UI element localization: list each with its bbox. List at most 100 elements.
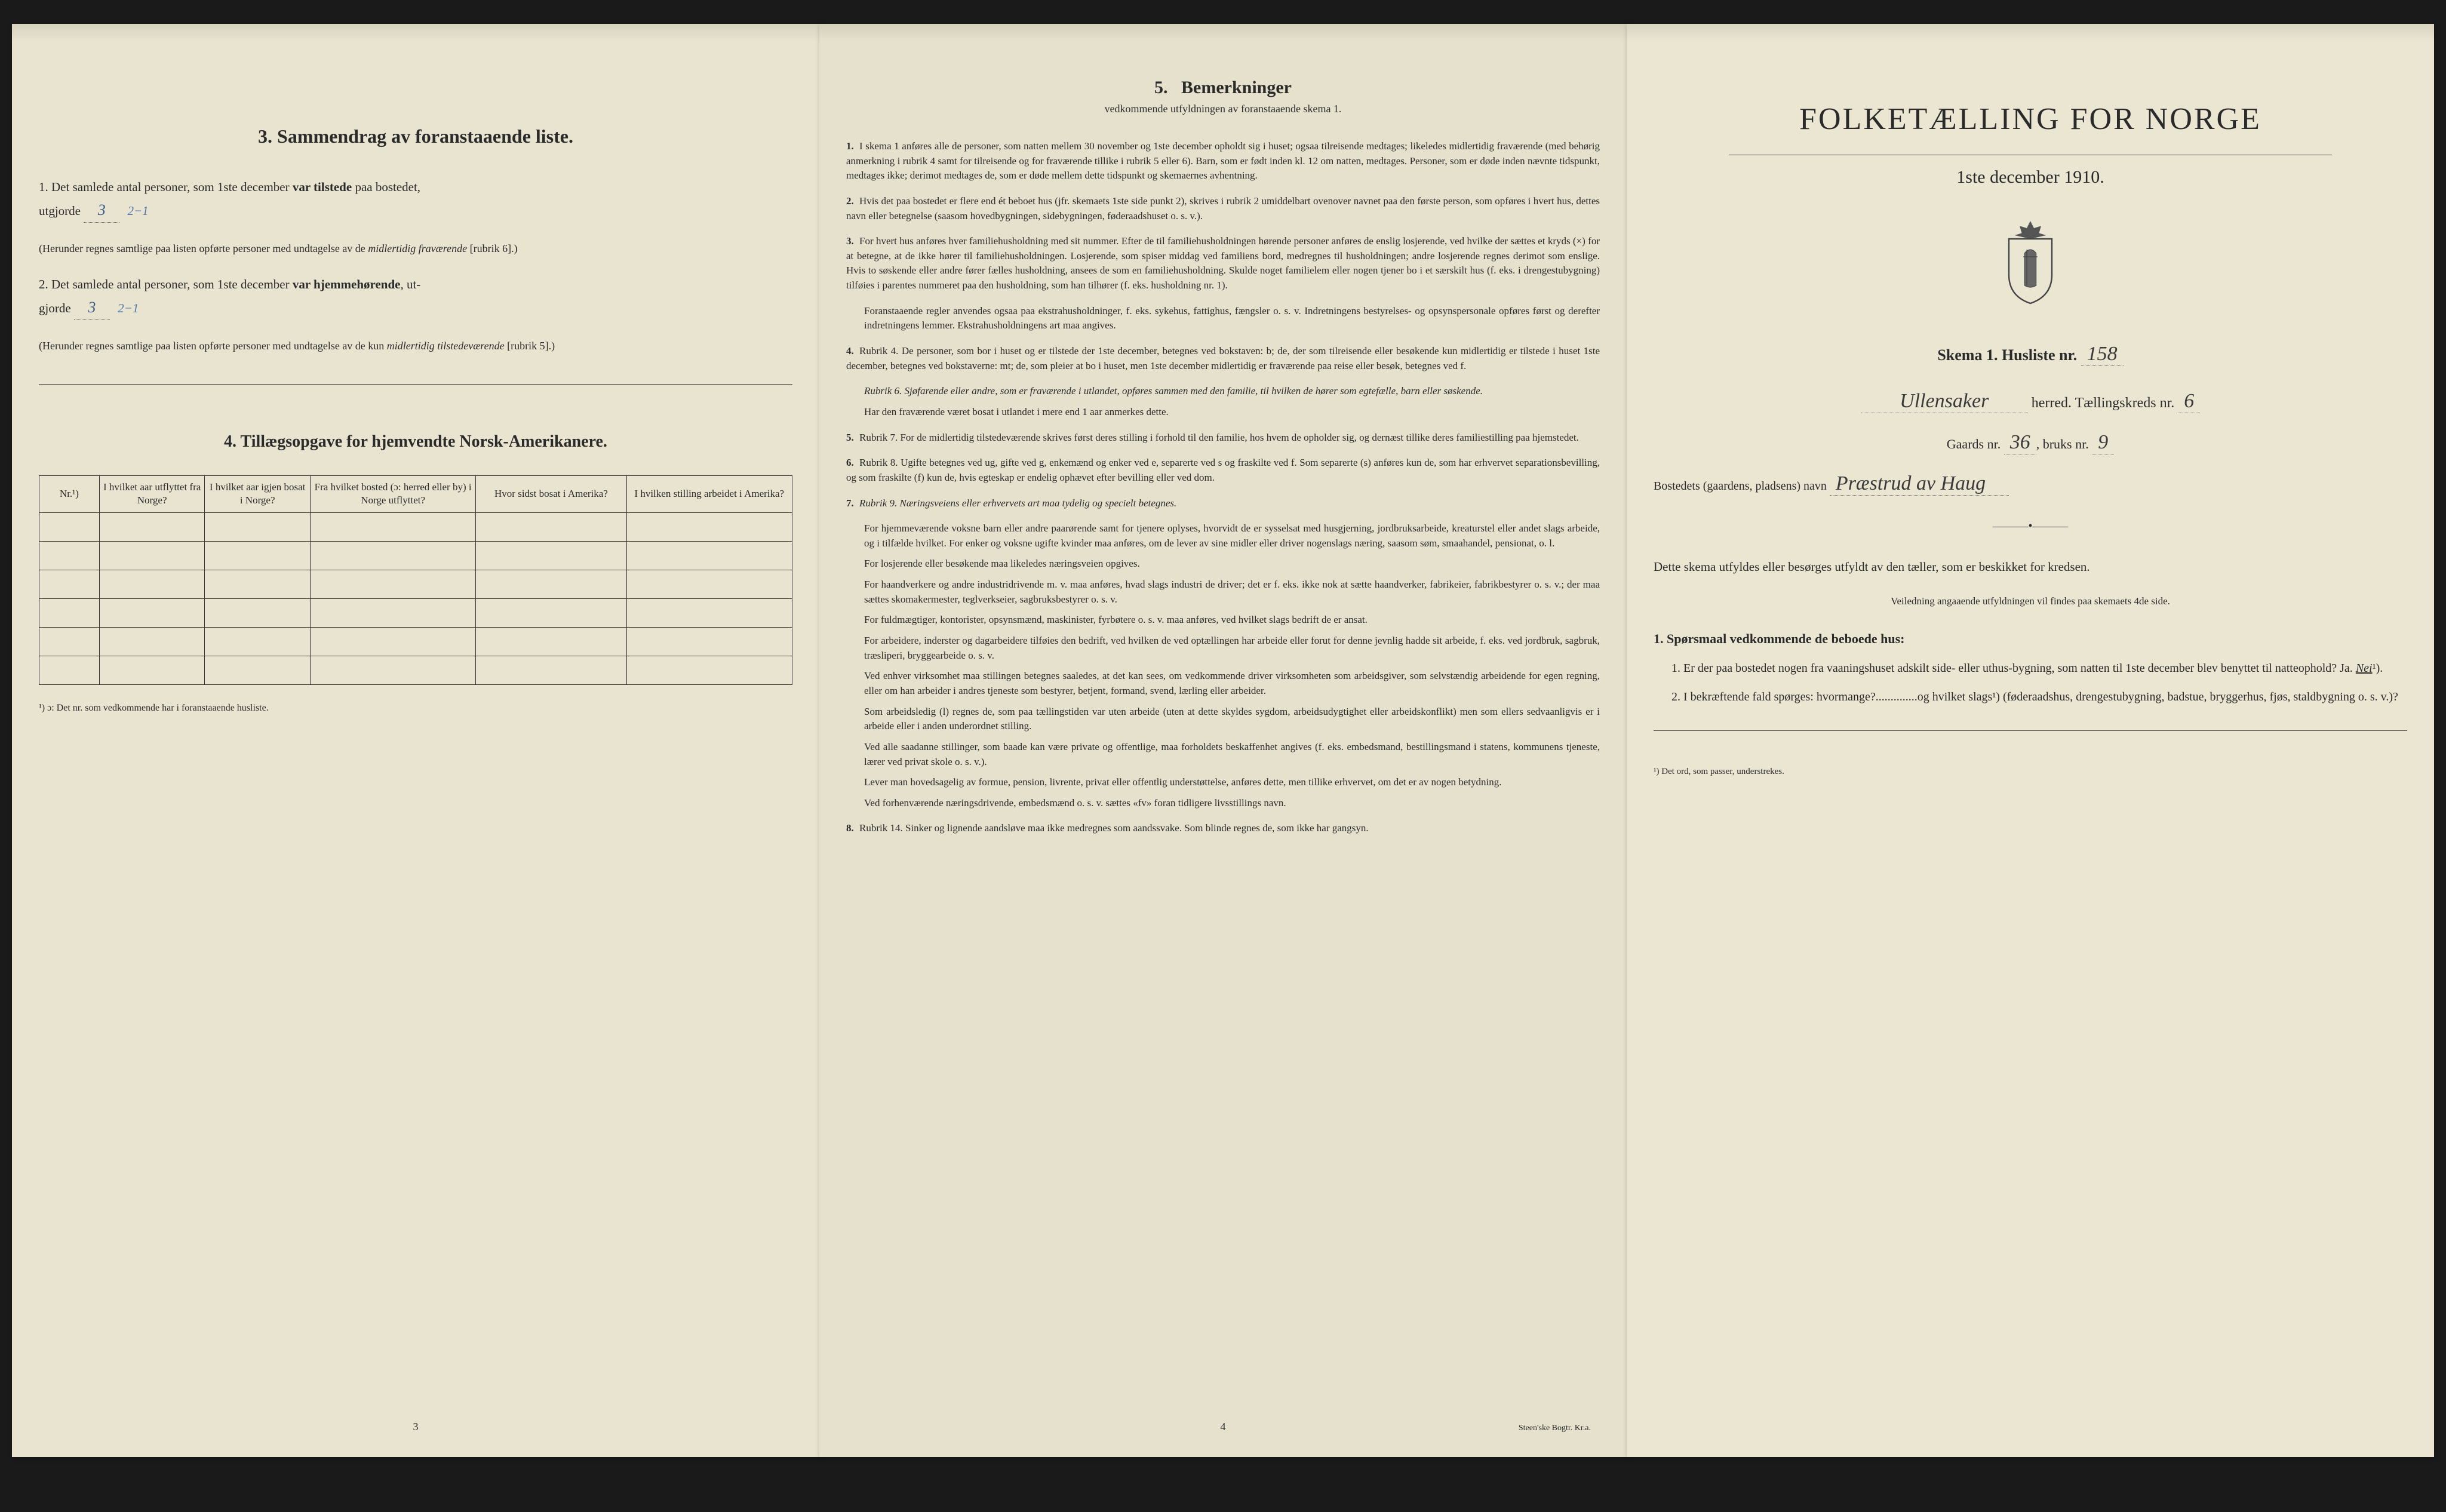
table-cell — [39, 627, 100, 656]
remark-7-extra: Ved forhenværende næringsdrivende, embed… — [864, 796, 1600, 811]
table-cell — [310, 570, 475, 598]
remarks-subtitle: vedkommende utfyldningen av foranstaaend… — [846, 103, 1600, 115]
table-row — [39, 512, 792, 541]
remark-7-extra: For losjerende eller besøkende maa likel… — [864, 557, 1600, 571]
item-2-pre: 2. Det samlede antal personer, som 1ste … — [39, 277, 293, 291]
item-2-gjorde: gjorde — [39, 301, 71, 315]
table-header: I hvilket aar utflyttet fra Norge? — [99, 476, 205, 512]
herred-line: Ullensaker herred. Tællingskreds nr. 6 — [1654, 390, 2407, 413]
table-cell — [205, 570, 311, 598]
item-2-post: , ut- — [400, 277, 420, 291]
table-cell — [476, 656, 626, 684]
remark-7-extra: Lever man hovedsagelig av formue, pensio… — [864, 775, 1600, 790]
table-cell — [205, 512, 311, 541]
item-1-correction: 2−1 — [127, 204, 148, 218]
q1-answer: Nei — [2356, 662, 2373, 675]
table-cell — [39, 570, 100, 598]
table-cell — [205, 656, 311, 684]
census-date: 1ste december 1910. — [1654, 167, 2407, 188]
footnote-1: ¹) ɔ: Det nr. som vedkommende har i fora… — [39, 703, 792, 714]
table-cell — [99, 512, 205, 541]
table-cell — [626, 570, 792, 598]
remark-7-extra: For hjemmeværende voksne barn eller andr… — [864, 521, 1600, 551]
remark-4: 4.Rubrik 4. De personer, som bor i huset… — [846, 344, 1600, 373]
remark-8: 8.Rubrik 14. Sinker og lignende aandsløv… — [846, 821, 1600, 836]
table-cell — [310, 512, 475, 541]
page-middle: 5. Bemerkninger vedkommende utfyldningen… — [819, 24, 1627, 1457]
question-header: 1. Spørsmaal vedkommende de beboede hus: — [1654, 631, 2407, 647]
instruction-text: Dette skema utfyldes eller besørges utfy… — [1654, 557, 2407, 577]
table-cell — [99, 627, 205, 656]
table-cell — [476, 627, 626, 656]
table-cell — [476, 570, 626, 598]
page-left: 3. Sammendrag av foranstaaende liste. 1.… — [12, 24, 819, 1457]
item-2-bold: var hjemmehørende — [293, 277, 401, 291]
remarks-title: 5. Bemerkninger — [846, 78, 1600, 98]
table-cell — [205, 627, 311, 656]
item-1-bold: var tilstede — [293, 180, 352, 194]
remark-7-extra: For arbeidere, inderster og dagarbeidere… — [864, 634, 1600, 663]
table-cell — [39, 541, 100, 570]
remark-5: 5.Rubrik 7. For de midlertidig tilstedev… — [846, 431, 1600, 445]
remark-7-extra: Som arbeidsledig (l) regnes de, som paa … — [864, 705, 1600, 734]
table-cell — [39, 512, 100, 541]
table-row — [39, 570, 792, 598]
table-cell — [205, 598, 311, 627]
table-header: I hvilken stilling arbeidet i Amerika? — [626, 476, 792, 512]
item-2-paren: (Herunder regnes samtlige paa listen opf… — [39, 338, 792, 354]
page-right: FOLKETÆLLING FOR NORGE 1ste december 191… — [1627, 24, 2434, 1457]
remark-7-extra: For fuldmægtiger, kontorister, opsynsmæn… — [864, 613, 1600, 628]
table-cell — [99, 656, 205, 684]
table-cell — [626, 627, 792, 656]
item-1-paren: (Herunder regnes samtlige paa listen opf… — [39, 241, 792, 257]
table-cell — [205, 541, 311, 570]
bosted-line: Bostedets (gaardens, pladsens) navn Præs… — [1654, 472, 2407, 496]
table-header: I hvilket aar igjen bosat i Norge? — [205, 476, 311, 512]
section-4-title: 4. Tillægsopgave for hjemvendte Norsk-Am… — [39, 432, 792, 451]
remark-7-extra: For haandverkere og andre industridriven… — [864, 577, 1600, 607]
table-cell — [476, 541, 626, 570]
table-cell — [310, 541, 475, 570]
table-row — [39, 541, 792, 570]
table-cell — [310, 656, 475, 684]
supplement-table: Nr.¹) I hvilket aar utflyttet fra Norge?… — [39, 475, 792, 684]
page-number: 4 — [1221, 1421, 1226, 1433]
page-number: 3 — [413, 1421, 419, 1433]
divider — [39, 384, 792, 385]
table-cell — [476, 598, 626, 627]
herred-name: Ullensaker — [1861, 390, 2028, 413]
table-row — [39, 627, 792, 656]
remark-4-extra2: Har den fraværende været bosat i utlande… — [864, 405, 1600, 420]
table-cell — [626, 598, 792, 627]
table-row — [39, 656, 792, 684]
item-1-pre: 1. Det samlede antal personer, som 1ste … — [39, 180, 293, 194]
section-3-title: 3. Sammendrag av foranstaaende liste. — [39, 125, 792, 147]
remark-7: 7.Rubrik 9. Næringsveiens eller erhverve… — [846, 496, 1600, 511]
remark-7-extra: Ved alle saadanne stillinger, som baade … — [864, 740, 1600, 769]
item-1-post: paa bostedet, — [352, 180, 420, 194]
table-header: Hvor sidst bosat i Amerika? — [476, 476, 626, 512]
remark-3-extra: Foranstaaende regler anvendes ogsaa paa … — [864, 304, 1600, 333]
remark-3: 3.For hvert hus anføres hver familiehush… — [846, 234, 1600, 293]
table-cell — [626, 541, 792, 570]
coat-of-arms-icon — [1995, 217, 2066, 307]
remark-4-extra1: Rubrik 6. Sjøfarende eller andre, som er… — [864, 384, 1600, 399]
table-cell — [310, 598, 475, 627]
main-title: FOLKETÆLLING FOR NORGE — [1654, 102, 2407, 137]
table-header: Nr.¹) — [39, 476, 100, 512]
table-cell — [99, 570, 205, 598]
table-cell — [99, 598, 205, 627]
remark-1: 1.I skema 1 anføres alle de personer, so… — [846, 139, 1600, 183]
question-1: 1. Er der paa bostedet nogen fra vaaning… — [1671, 659, 2407, 678]
table-cell — [626, 512, 792, 541]
table-cell — [99, 541, 205, 570]
printer-mark: Steen'ske Bogtr. Kr.a. — [1519, 1424, 1591, 1433]
remark-7-extra: Ved enhver virksomhet maa stillingen bet… — [864, 669, 1600, 698]
item-2: 2. Det samlede antal personer, som 1ste … — [39, 275, 792, 320]
remark-6: 6.Rubrik 8. Ugifte betegnes ved ug, gift… — [846, 456, 1600, 485]
bruks-nr: 9 — [2092, 431, 2114, 454]
kreds-nr: 6 — [2178, 390, 2200, 413]
footnote-3: ¹) Det ord, som passer, understrekes. — [1654, 767, 2407, 777]
question-2: 2. I bekræftende fald spørges: hvormange… — [1671, 687, 2407, 706]
table-cell — [476, 512, 626, 541]
